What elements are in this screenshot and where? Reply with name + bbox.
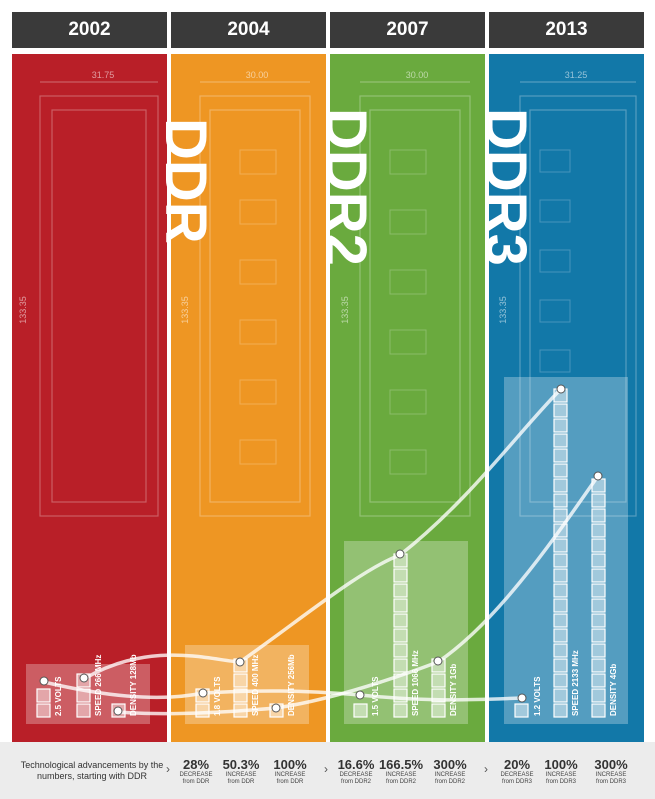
spec-speed-ddr: SPEED 266 MHz — [94, 655, 103, 716]
chevron-right-icon: › — [166, 762, 170, 776]
height-label-ddr2: 133.35 — [180, 296, 190, 324]
stat-ddr2-speed: 50.3% INCREASE from DDR — [222, 757, 260, 786]
height-label-ddr3: 133.35 — [340, 296, 350, 324]
generation-name-ddr3: DDR3 — [473, 108, 538, 266]
stat-ddr2-volts: 28% DECREASE from DDR — [179, 757, 213, 786]
stat-ddr4-speed: 100% INCREASE from DDR3 — [544, 757, 578, 786]
generation-name-ddr: DDR — [153, 118, 218, 244]
stat-ddr3-volts: 16.6% DECREASE from DDR2 — [337, 757, 375, 786]
year-header-2004: 2004 — [171, 12, 326, 48]
width-label-ddr4: 31.25 — [565, 70, 588, 80]
stat-ddr2-density: 100% INCREASE from DDR — [273, 757, 307, 786]
width-label-ddr3: 30.00 — [406, 70, 429, 80]
stat-ddr3-speed: 166.5% INCREASE from DDR2 — [378, 757, 424, 786]
spec-speed-ddr3: SPEED 1066 MHz — [411, 650, 420, 716]
trend-lines — [43, 387, 600, 716]
spec-volts-ddr: 2.5 VOLTS — [54, 676, 63, 716]
panel-ddr — [12, 54, 167, 742]
stat-ddr3-density: 300% INCREASE from DDR2 — [433, 757, 467, 786]
spec-density-ddr4: DENSITY 4Gb — [609, 664, 618, 716]
width-label-ddr2: 30.00 — [246, 70, 269, 80]
stat-ddr4-density: 300% INCREASE from DDR3 — [594, 757, 628, 786]
chevron-right-icon: › — [324, 762, 328, 776]
spec-speed-ddr4: SPEED 2133 MHz — [571, 650, 580, 716]
year-header-2013: 2013 — [489, 12, 644, 48]
bars-ddr3 — [353, 553, 446, 718]
width-label-ddr: 31.75 — [92, 70, 115, 80]
panel-ddr2 — [171, 54, 326, 742]
module-outline-ddr2 — [199, 81, 311, 517]
height-label-ddr4: 133.35 — [498, 296, 508, 324]
spec-volts-ddr3: 1.5 VOLTS — [371, 676, 380, 716]
spec-density-ddr: DENSITY 128Mb — [129, 654, 138, 716]
memory-illustration: 31.75 30.00 30.00 31.25 133.35 133.35 13… — [18, 70, 655, 724]
stat-ddr4-volts: 20% DECREASE from DDR3 — [500, 757, 534, 786]
spec-volts-ddr4: 1.2 VOLTS — [533, 676, 542, 716]
height-label-ddr: 133.35 — [18, 296, 28, 324]
module-outline-ddr3 — [359, 81, 471, 517]
module-outline-ddr — [39, 81, 159, 517]
year-header-2002: 2002 — [12, 12, 167, 48]
generation-name-ddr2: DDR2 — [313, 108, 378, 266]
stats-strip — [0, 742, 655, 799]
spec-density-ddr2: DENSITY 256Mb — [287, 654, 296, 716]
year-header-2007: 2007 — [330, 12, 485, 48]
generation-name-ddr4: DDR4 — [635, 108, 655, 266]
stats-caption: Technological advancements by the number… — [20, 760, 164, 781]
spec-volts-ddr2: 1.8 VOLTS — [213, 676, 222, 716]
info-box-ddr4 — [504, 377, 628, 724]
chevron-right-icon: › — [484, 762, 488, 776]
spec-density-ddr3: DENSITY 1Gb — [449, 664, 458, 716]
spec-speed-ddr2: SPEED 400 MHz — [251, 655, 260, 716]
